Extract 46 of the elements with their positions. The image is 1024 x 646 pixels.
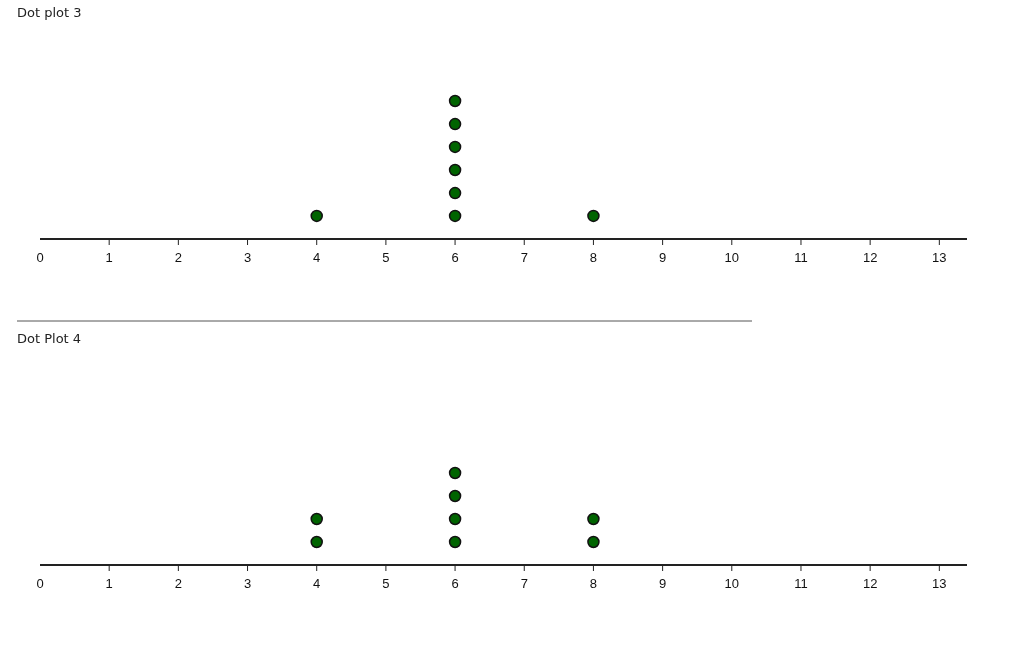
- x-tick-label: 2: [174, 576, 182, 591]
- x-tick-label: 5: [382, 576, 390, 591]
- point: [587, 535, 600, 549]
- point: [448, 117, 462, 131]
- point: [310, 512, 323, 526]
- x-tick-label: 0: [36, 576, 44, 591]
- x-tick-label: 10: [724, 576, 740, 591]
- x-tick-label: 2: [174, 250, 182, 265]
- x-tick-label: 0: [36, 250, 44, 265]
- x-tick-label: 4: [313, 250, 321, 265]
- point: [448, 535, 462, 549]
- x-tick-label: 13: [932, 250, 947, 265]
- x-tick-label: 12: [862, 250, 878, 265]
- x-tick-label: 5: [382, 250, 390, 265]
- x-tick-label: 10: [724, 250, 740, 265]
- x-tick-label: 8: [589, 576, 598, 591]
- x-tick-label: 3: [243, 250, 252, 265]
- x-tick-label: 9: [658, 576, 667, 591]
- chart-title: Dot plot 3: [17, 5, 82, 20]
- x-tick-label: 12: [862, 576, 878, 591]
- x-tick-label: 1: [105, 250, 113, 265]
- x-tick-label: 6: [451, 576, 459, 591]
- point: [448, 186, 462, 200]
- x-tick-label: 9: [658, 250, 667, 265]
- x-tick-label: 4: [313, 576, 321, 591]
- x-tick-label: 1: [105, 576, 113, 591]
- x-tick-label: 6: [451, 250, 459, 265]
- point: [587, 512, 600, 526]
- chart-title: Dot Plot 4: [17, 331, 82, 346]
- point: [448, 140, 462, 154]
- x-tick-label: 11: [794, 250, 808, 265]
- point: [310, 535, 323, 549]
- x-tick-label: 3: [243, 576, 252, 591]
- point: [310, 209, 323, 223]
- x-tick-label: 7: [520, 576, 528, 591]
- x-tick-label: 8: [589, 250, 598, 265]
- x-tick-label: 7: [520, 250, 528, 265]
- point: [448, 489, 462, 503]
- point: [587, 209, 600, 223]
- point: [448, 94, 462, 108]
- x-tick-label: 13: [932, 576, 947, 591]
- point: [448, 209, 462, 223]
- point: [448, 163, 462, 177]
- point: [448, 512, 462, 526]
- point: [448, 466, 462, 480]
- x-tick-label: 11: [794, 576, 808, 591]
